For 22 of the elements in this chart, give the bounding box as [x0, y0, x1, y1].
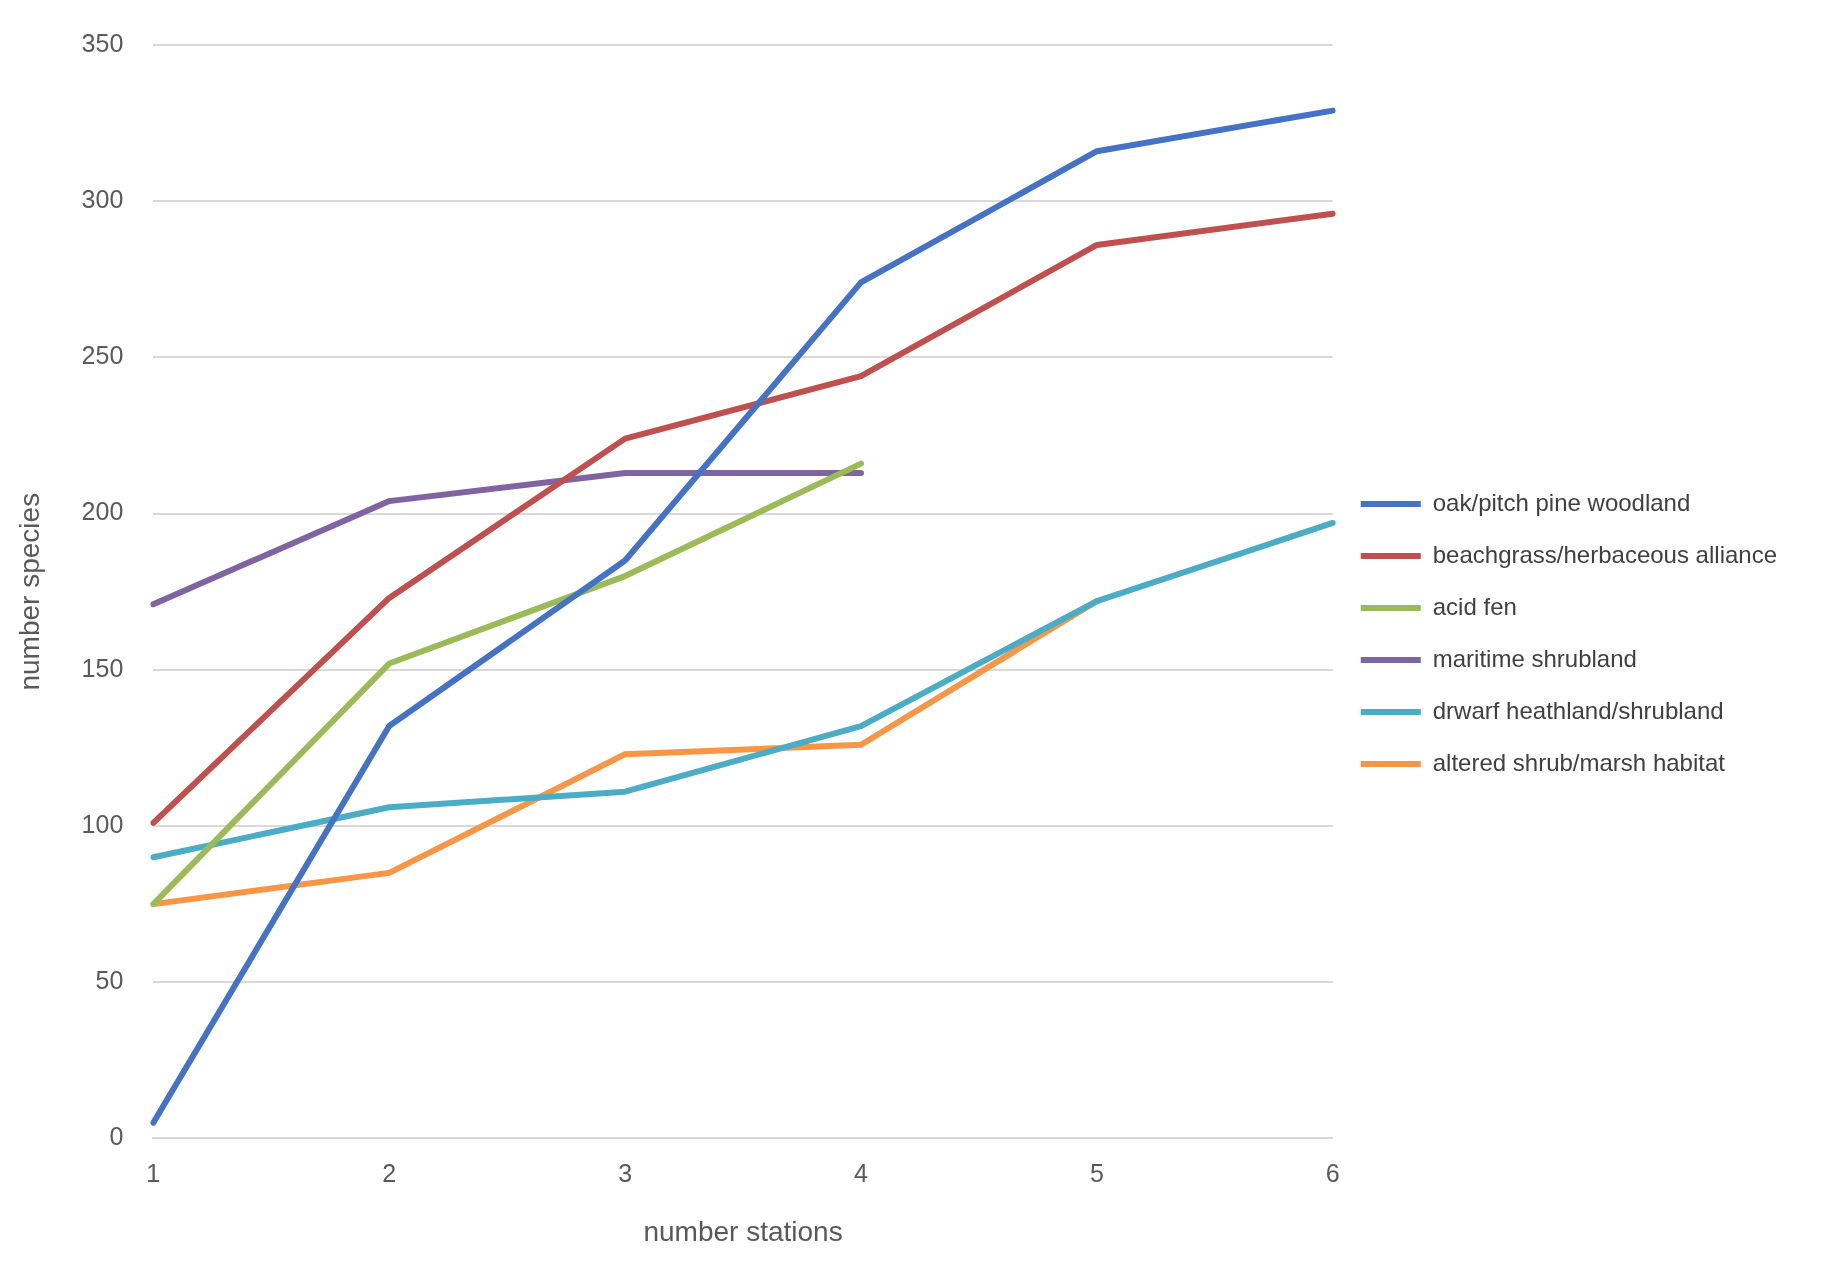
legend-label: altered shrub/marsh habitat — [1432, 748, 1773, 776]
x-tick-label: 5 — [1089, 1159, 1104, 1188]
y-tick-label: 150 — [81, 653, 124, 682]
legend-label: maritime shrubland — [1432, 644, 1685, 672]
y-tick-label: 250 — [81, 341, 124, 370]
legend-label: drwarf heathland/shrubland — [1432, 696, 1772, 724]
y-axis-title: number species — [13, 492, 45, 691]
y-tick-label: 350 — [81, 28, 124, 57]
legend-label: beachgrass/herbaceous alliance — [1432, 540, 1826, 568]
y-tick-label: 0 — [109, 1122, 124, 1151]
x-tick-label: 2 — [382, 1159, 397, 1188]
x-tick-label: 4 — [854, 1159, 869, 1188]
x-tick-label: 6 — [1325, 1159, 1340, 1188]
y-tick-label: 50 — [95, 966, 124, 995]
y-tick-label: 100 — [81, 809, 124, 838]
x-axis-title: number stations — [643, 1215, 843, 1247]
y-tick-label: 300 — [81, 185, 124, 214]
x-tick-label: 1 — [146, 1159, 161, 1188]
legend-label: acid fen — [1432, 592, 1565, 620]
legend-label: oak/pitch pine woodland — [1432, 488, 1739, 516]
y-tick-label: 200 — [81, 497, 124, 526]
x-tick-label: 3 — [618, 1159, 633, 1188]
